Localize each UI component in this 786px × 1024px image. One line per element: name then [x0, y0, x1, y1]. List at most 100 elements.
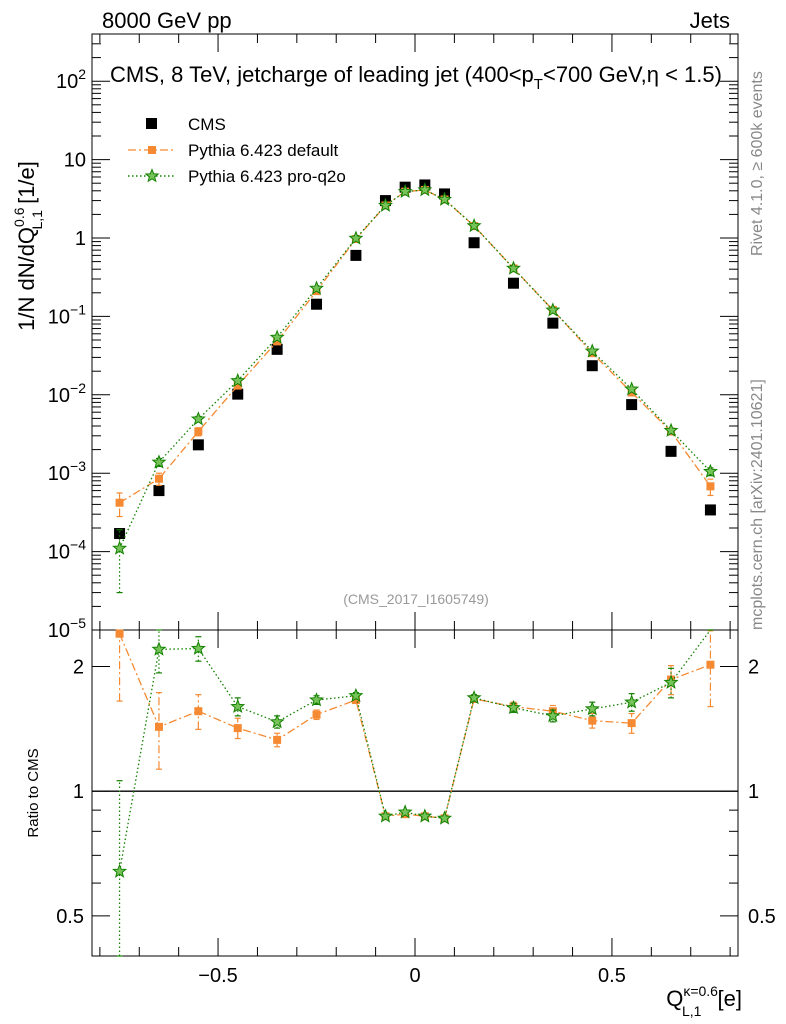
main-point-cms: [350, 249, 362, 261]
rivet-version-label: Rivet 4.1.0, ≥ 600k events: [749, 71, 766, 256]
x-tick-label: 0.5: [598, 965, 626, 987]
main-point-cms: [586, 360, 598, 372]
ratio-y-tick-label: 0.5: [56, 906, 84, 928]
legend-marker-cms: [146, 118, 157, 129]
legend-item-cms: CMS: [146, 115, 226, 134]
main-point-pythia-proq2o: [545, 302, 561, 317]
main-point-pythia-proq2o: [584, 343, 600, 358]
ratio-point-pythia-proq2o: [505, 699, 521, 715]
main-point-pythia-proq2o: [437, 191, 453, 206]
ratio-point-pythia-proq2o: [437, 810, 453, 825]
ratio-y-tick-label: 2: [73, 657, 84, 679]
ratio-series-layer: [112, 629, 715, 957]
main-point-cms: [547, 317, 559, 329]
legend: CMS Pythia 6.423 default Pythia 6.423 pr…: [128, 115, 346, 186]
main-point-cms: [271, 343, 283, 355]
ratio-point-pythia-default: [706, 660, 715, 669]
main-point-pythia-proq2o: [269, 329, 285, 344]
main-point-pythia-default: [273, 337, 282, 346]
ratio-point-pythia-default: [154, 722, 163, 731]
main-point-pythia-proq2o: [702, 463, 718, 478]
legend-label-pythia-proq2o: Pythia 6.423 pro-q2o: [188, 167, 346, 186]
x-tick-label: −0.5: [198, 965, 237, 987]
ratio-line-pythia-proq2o: [118, 629, 711, 872]
main-point-cms: [704, 504, 716, 516]
y-tick-label-main: 10: [64, 150, 86, 172]
main-point-cms: [153, 485, 165, 497]
legend-label-pythia-default: Pythia 6.423 default: [188, 141, 339, 160]
main-point-cms: [468, 237, 480, 249]
ratio-y-tick-label: 1: [73, 781, 84, 803]
ratio-point-pythia-default: [312, 710, 321, 719]
analysis-watermark: (CMS_2017_I1605749): [343, 591, 489, 607]
plot-title: CMS, 8 TeV, jetcharge of leading jet (40…: [110, 62, 722, 93]
main-point-pythia-proq2o: [505, 260, 521, 275]
header-right: Jets: [690, 8, 730, 33]
main-point-cms: [311, 298, 323, 310]
ratio-point-pythia-proq2o: [663, 674, 679, 689]
x-axis-label: Qκ=0.6 L,1 [e]: [666, 983, 742, 1019]
main-point-pythia-proq2o: [624, 381, 640, 396]
y-tick-label-main: 10−1: [48, 301, 86, 328]
main-point-cms: [232, 388, 244, 400]
main-point-pythia-default: [115, 498, 124, 507]
main-point-pythia-proq2o: [466, 217, 482, 233]
main-point-pythia-default: [154, 474, 163, 483]
main-series-layer: [112, 179, 718, 594]
main-point-pythia-default: [194, 427, 203, 436]
ratio-y-tick-label-right: 2: [748, 657, 759, 679]
main-point-cms: [192, 439, 204, 451]
main-point-cms: [507, 277, 519, 289]
legend-item-pythia-default: Pythia 6.423 default: [128, 141, 339, 160]
ratio-point-pythia-default: [351, 696, 360, 705]
main-point-pythia-proq2o: [190, 411, 206, 426]
main-line-pythia-default: [119, 189, 711, 504]
ratio-point-pythia-proq2o: [466, 689, 482, 705]
ratio-point-pythia-default: [627, 719, 636, 728]
ratio-axis-ticks: −0.5 0 0.5 0.5 0.5 1 1 2 2: [56, 630, 776, 987]
main-point-pythia-proq2o: [377, 197, 393, 212]
main-point-pythia-proq2o: [112, 540, 128, 555]
ratio-point-pythia-default: [115, 629, 124, 638]
y-tick-label-main: 102: [56, 66, 86, 93]
ratio-point-pythia-proq2o: [545, 707, 561, 723]
ratio-point-pythia-proq2o: [230, 698, 246, 714]
ratio-point-pythia-proq2o: [112, 863, 128, 878]
main-point-pythia-default: [233, 381, 242, 390]
main-point-cms: [626, 399, 638, 411]
legend-item-pythia-proq2o: Pythia 6.423 pro-q2o: [128, 167, 346, 186]
ratio-point-pythia-proq2o: [397, 804, 413, 819]
legend-label-cms: CMS: [188, 115, 226, 134]
main-point-pythia-proq2o: [397, 183, 413, 199]
ratio-point-pythia-proq2o: [584, 701, 600, 716]
main-point-pythia-proq2o: [151, 454, 167, 469]
ratio-point-pythia-default: [233, 724, 242, 733]
ratio-point-pythia-proq2o: [190, 640, 206, 655]
main-point-pythia-proq2o: [309, 280, 325, 295]
main-point-pythia-proq2o: [348, 230, 364, 245]
legend-marker-pythia-proq2o: [144, 168, 160, 183]
ratio-point-pythia-default: [194, 707, 203, 716]
ratio-y-tick-label-right: 1: [748, 781, 759, 803]
main-point-pythia-proq2o: [230, 372, 246, 388]
y-tick-label-main: 1: [75, 228, 86, 250]
ratio-line-pythia-default: [118, 633, 711, 820]
header-left: 8000 GeV pp: [102, 8, 232, 33]
y-tick-label-main: 10−2: [48, 380, 86, 407]
ratio-point-pythia-default: [273, 735, 282, 744]
y-tick-label-main: 10−4: [48, 537, 86, 564]
main-point-pythia-default: [706, 482, 715, 491]
y-tick-label-main: 10−5: [48, 615, 86, 642]
ratio-point-pythia-proq2o: [377, 808, 393, 823]
y-axis-label-main: 1/N dN/dQ0.6 L,1 [1/e]: [11, 161, 45, 331]
main-point-pythia-proq2o: [417, 182, 433, 197]
main-point-pythia-proq2o: [663, 422, 679, 437]
mcplots-label: mcplots.cern.ch [arXiv:2401.10621]: [749, 379, 766, 630]
ratio-plot-frame: [91, 629, 739, 957]
y-axis-label-ratio: Ratio to CMS: [25, 748, 42, 837]
main-axis-ticks: 10−5 10−4 10−3 10−2 10−1 1 10 102: [48, 33, 738, 642]
ratio-point-pythia-proq2o: [309, 692, 325, 707]
ratio-point-pythia-proq2o: [348, 687, 364, 703]
ratio-y-tick-label-right: 0.5: [748, 906, 776, 928]
